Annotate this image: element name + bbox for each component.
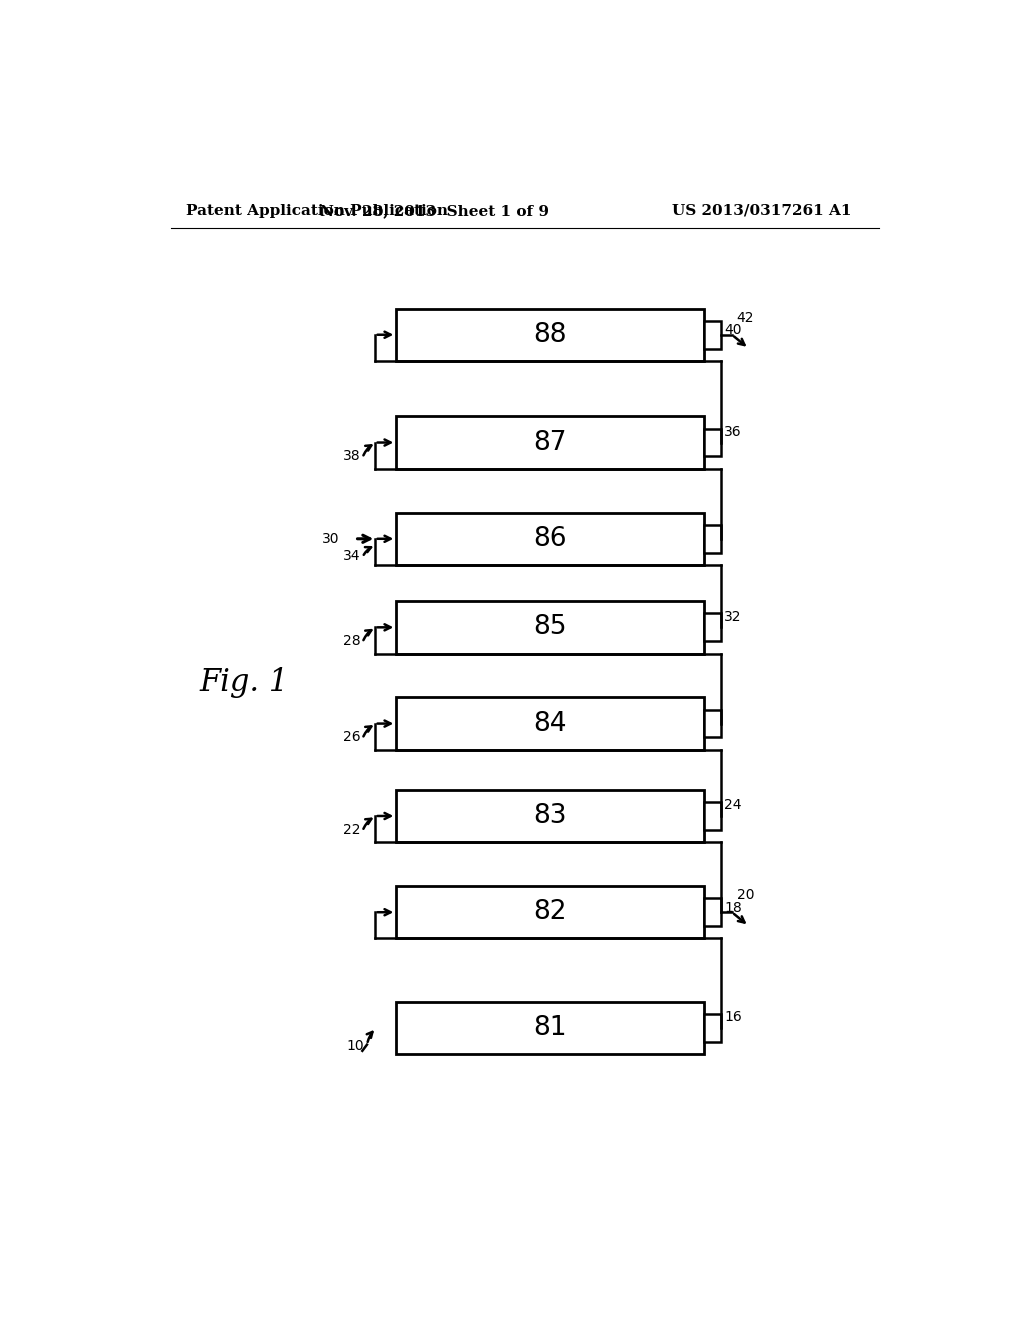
Text: 22: 22 <box>343 822 360 837</box>
Text: 32: 32 <box>724 610 741 623</box>
Text: US 2013/0317261 A1: US 2013/0317261 A1 <box>672 203 852 218</box>
Text: 85: 85 <box>534 614 567 640</box>
Bar <box>705 803 721 830</box>
Bar <box>705 899 721 927</box>
Bar <box>396 416 705 469</box>
Text: 30: 30 <box>322 532 339 545</box>
Bar <box>396 886 705 939</box>
Text: 40: 40 <box>724 323 741 337</box>
Bar <box>705 321 721 348</box>
Text: 38: 38 <box>343 449 360 463</box>
Text: 87: 87 <box>534 429 567 455</box>
Text: Nov. 28, 2013  Sheet 1 of 9: Nov. 28, 2013 Sheet 1 of 9 <box>321 203 549 218</box>
Text: 84: 84 <box>534 710 567 737</box>
Text: 42: 42 <box>736 310 754 325</box>
Text: Fig. 1: Fig. 1 <box>200 667 289 697</box>
Text: 16: 16 <box>724 1010 742 1024</box>
Text: 26: 26 <box>343 730 360 744</box>
Bar <box>396 309 705 360</box>
Text: 10: 10 <box>346 1039 364 1053</box>
Text: 82: 82 <box>534 899 567 925</box>
Bar <box>396 789 705 842</box>
Text: 86: 86 <box>534 525 567 552</box>
Bar <box>396 512 705 565</box>
Bar <box>396 1002 705 1053</box>
Text: 88: 88 <box>534 322 567 347</box>
Text: 83: 83 <box>534 803 567 829</box>
Bar <box>705 1014 721 1041</box>
Text: 36: 36 <box>724 425 741 438</box>
Text: 28: 28 <box>343 634 360 648</box>
Bar <box>705 525 721 553</box>
Bar <box>705 429 721 457</box>
Bar <box>705 614 721 642</box>
Bar <box>396 697 705 750</box>
Text: 81: 81 <box>534 1015 567 1040</box>
Text: 24: 24 <box>724 799 741 812</box>
Text: 18: 18 <box>724 900 742 915</box>
Text: 34: 34 <box>343 549 360 562</box>
Text: Patent Application Publication: Patent Application Publication <box>186 203 449 218</box>
Bar <box>396 601 705 653</box>
Bar <box>705 710 721 738</box>
Text: 20: 20 <box>736 888 754 903</box>
